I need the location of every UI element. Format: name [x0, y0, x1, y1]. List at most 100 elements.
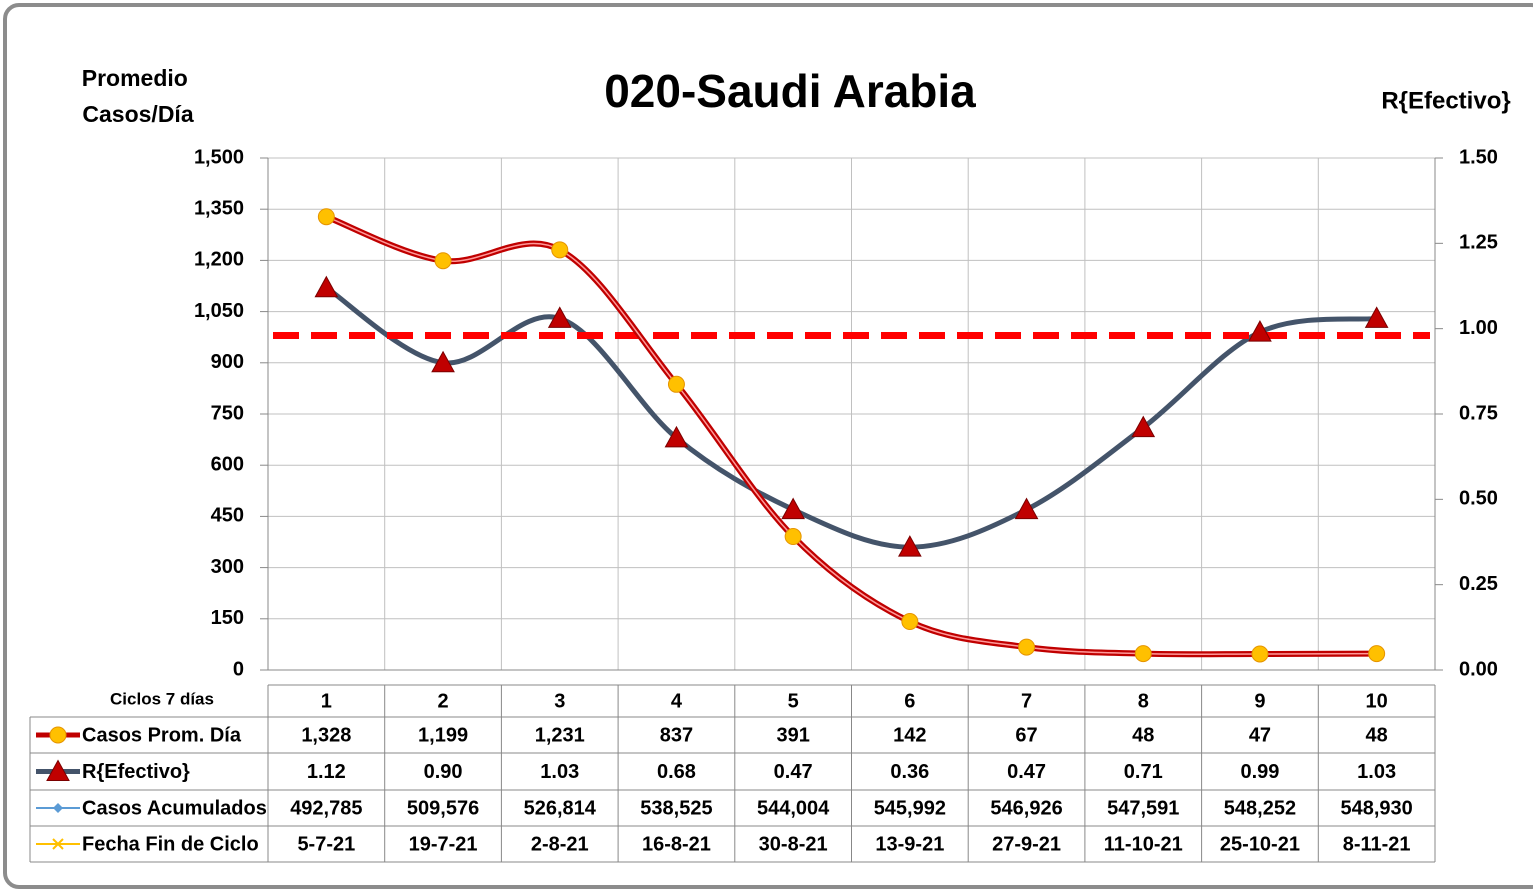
chart-title: 020-Saudi Arabia [604, 65, 976, 117]
x-tick-label: 8 [1138, 690, 1149, 712]
marker [1131, 415, 1156, 438]
table-cell: 13-9-21 [875, 833, 944, 855]
table-cell: 538,525 [640, 797, 712, 819]
table-cell: 19-7-21 [409, 833, 478, 855]
x-tick-label: 6 [904, 690, 915, 712]
table-cell: 5-7-21 [297, 833, 355, 855]
marker [898, 535, 922, 557]
marker [1018, 638, 1036, 656]
x-tick-label: 3 [554, 690, 565, 712]
table-cell: 1,231 [535, 724, 585, 746]
marker [431, 350, 455, 373]
legend-key-marker [46, 759, 70, 781]
marker [547, 306, 572, 328]
marker [1134, 645, 1152, 663]
x-tick-label: 1 [321, 690, 332, 712]
table-cell: 30-8-21 [759, 833, 828, 855]
series-line [324, 285, 1377, 550]
x-tick-label: 5 [788, 690, 799, 712]
table-cell: 547,591 [1107, 797, 1179, 819]
legend-label: Casos Acumulados [82, 797, 267, 819]
x-tick-label: 10 [1366, 690, 1388, 712]
marker [1014, 497, 1039, 520]
marker [1368, 645, 1386, 663]
table-cell: 391 [776, 724, 809, 746]
legend-key-marker [52, 838, 64, 850]
table-cell: 2-8-21 [531, 833, 589, 855]
table-cell: 1,199 [418, 724, 468, 746]
marker [664, 425, 689, 448]
y-tick-label: 1,500 [194, 146, 244, 168]
legend-label: Casos Prom. Día [82, 724, 242, 746]
marker [314, 275, 339, 298]
table-cell: 0.47 [1007, 761, 1046, 783]
table-cell: 47 [1249, 724, 1271, 746]
table-cell: 0.47 [774, 761, 813, 783]
marker [551, 241, 569, 259]
table-cell: 546,926 [990, 797, 1062, 819]
table-cell: 492,785 [290, 797, 362, 819]
legend-label: Fecha Fin de Ciclo [82, 833, 259, 855]
table-cell: 548,252 [1224, 797, 1296, 819]
x-axis-label: Ciclos 7 días [110, 689, 214, 708]
series-line-inner [326, 216, 1377, 655]
table-cell: 1.03 [1357, 761, 1396, 783]
marker [784, 528, 802, 546]
y-tick-label: 300 [211, 556, 244, 578]
legend-label: R{Efectivo} [82, 761, 190, 783]
table-cell: 0.36 [890, 761, 929, 783]
table-cell: 11-10-21 [1104, 833, 1183, 855]
table-cell: 0.68 [657, 761, 696, 783]
table-cell: 27-9-21 [992, 833, 1061, 855]
x-tick-label: 7 [1021, 690, 1032, 712]
table-cell: 48 [1366, 724, 1388, 746]
x-tick-label: 2 [437, 690, 448, 712]
marker [1248, 320, 1272, 342]
y-tick-label: 1,200 [194, 249, 244, 271]
table-cell: 544,004 [757, 797, 830, 819]
marker [901, 613, 919, 631]
legend-key-marker [53, 803, 63, 813]
y2-tick-label: 0.25 [1459, 573, 1498, 595]
y-tick-label: 1,050 [194, 300, 244, 322]
x-tick-label: 4 [671, 690, 683, 712]
table-cell: 548,930 [1341, 797, 1413, 819]
table-cell: 16-8-21 [642, 833, 711, 855]
marker [1364, 306, 1389, 328]
y-tick-label: 150 [211, 607, 244, 629]
y2-tick-label: 0.50 [1459, 488, 1498, 510]
y-tick-label: 450 [211, 505, 244, 527]
table-cell: 8-11-21 [1343, 833, 1411, 855]
table-cell: 837 [660, 724, 693, 746]
table-cell: 0.99 [1240, 761, 1279, 783]
marker [781, 497, 805, 520]
chart-frame [3, 3, 1533, 889]
table-cell: 509,576 [407, 797, 479, 819]
x-tick-label: 9 [1254, 690, 1265, 712]
y-tick-label: 750 [211, 402, 244, 424]
legend-key-marker [49, 726, 67, 744]
marker [1251, 645, 1269, 663]
y-tick-label: 0 [233, 658, 244, 680]
y-tick-label: 900 [211, 351, 244, 373]
marker [317, 208, 335, 226]
table-cell: 67 [1015, 724, 1037, 746]
y2-tick-label: 0.00 [1459, 658, 1498, 680]
table-cell: 48 [1132, 724, 1154, 746]
y-axis-label: Promedio Casos/Día [82, 65, 194, 127]
table-cell: 142 [893, 724, 926, 746]
y2-tick-label: 0.75 [1459, 402, 1498, 424]
table-cell: 526,814 [524, 797, 597, 819]
table-cell: 0.71 [1124, 761, 1163, 783]
y2-axis-label: R{Efectivo} [1381, 87, 1510, 114]
table-cell: 25-10-21 [1220, 833, 1300, 855]
y2-tick-label: 1.25 [1459, 232, 1498, 254]
y2-tick-label: 1.00 [1459, 317, 1498, 339]
marker [667, 375, 685, 393]
table-cell: 1,328 [301, 724, 351, 746]
marker [434, 252, 452, 270]
table-cell: 1.03 [540, 761, 579, 783]
table-cell: 0.90 [424, 761, 463, 783]
y-tick-label: 1,350 [194, 197, 244, 219]
